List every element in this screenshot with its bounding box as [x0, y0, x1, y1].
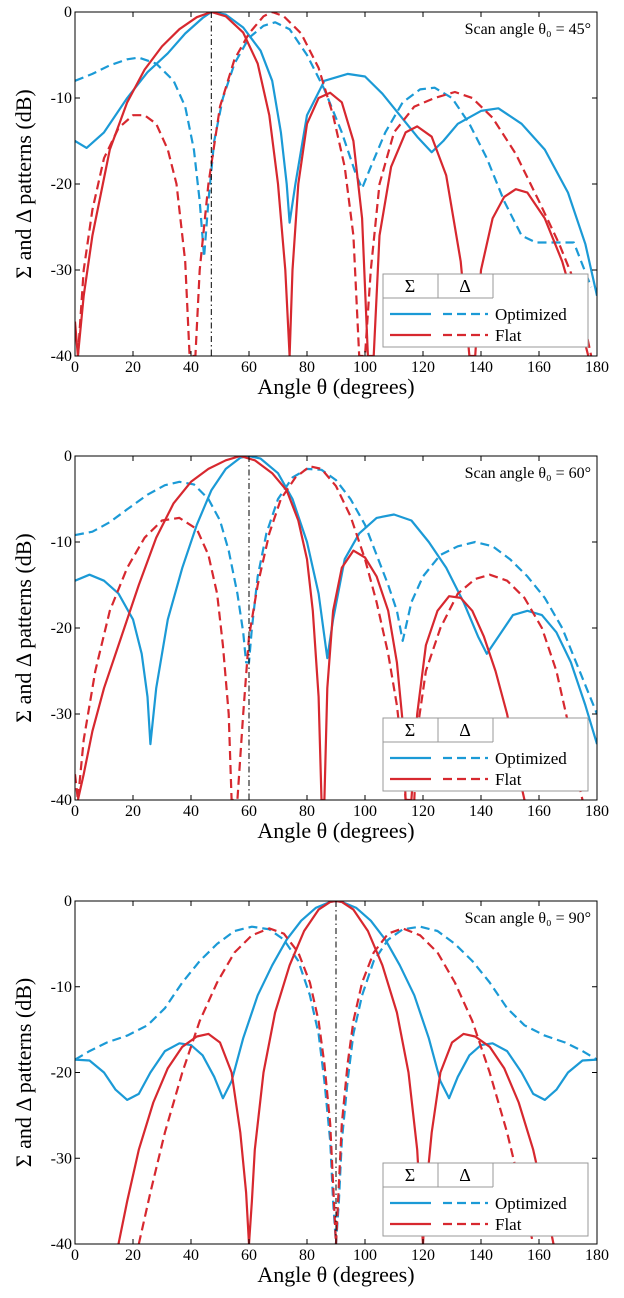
x-tick-label: 20 — [125, 1247, 141, 1264]
x-tick-label: 40 — [183, 803, 199, 820]
legend-delta-header: Δ — [459, 276, 471, 296]
x-tick-label: 100 — [353, 803, 377, 820]
x-tick-label: 80 — [299, 359, 315, 376]
chart-panel-1: 0 20 40 60 80 100 120 140 160 180 0 -10 -20 -30 -40 Ang… — [11, 4, 609, 399]
legend: Σ Δ Optimized Flat — [382, 273, 589, 348]
plot-area — [75, 12, 597, 356]
x-axis-label: Angle θ (degrees) — [257, 374, 414, 399]
chart-panel-2: 0 20 40 60 80 100 120 140 160 180 0 -10 -20 -30 -40 Ang… — [11, 448, 609, 843]
series-optimized-sigma-line — [75, 456, 597, 746]
y-tick-label: -30 — [51, 706, 72, 723]
legend: Σ Δ Optimized Flat — [382, 1162, 589, 1237]
y-tick-label: -40 — [51, 792, 72, 809]
x-tick-label: 60 — [241, 359, 257, 376]
legend-optimized-label: Optimized — [495, 305, 567, 324]
legend-delta-header: Δ — [459, 720, 471, 740]
series-flat-sigma-line — [117, 901, 555, 1244]
x-tick-label: 0 — [71, 359, 79, 376]
plot-area — [75, 901, 597, 1244]
x-tick-label: 60 — [241, 803, 257, 820]
x-tick-label: 140 — [469, 359, 493, 376]
series-flat-sigma-line — [76, 456, 526, 800]
series-flat-delta-line — [75, 465, 584, 800]
legend-optimized-label: Optimized — [495, 1194, 567, 1213]
y-tick-label: -20 — [51, 620, 72, 637]
legend: Σ Δ Optimized Flat — [382, 717, 589, 792]
y-tick-label: -30 — [51, 262, 72, 279]
legend-sigma-header: Σ — [405, 276, 415, 296]
x-tick-label: 120 — [411, 803, 435, 820]
legend-optimized-label: Optimized — [495, 749, 567, 768]
x-tick-label: 120 — [411, 1247, 435, 1264]
series-flat-sigma-line — [75, 12, 590, 356]
y-tick-label: -10 — [51, 979, 72, 996]
series-flat-delta-line — [137, 927, 535, 1244]
series-optimized-sigma-line — [75, 12, 597, 297]
x-axis-label: Angle θ (degrees) — [257, 818, 414, 843]
scan-angle-annotation: Scan angle θ₀ = 60° — [465, 465, 591, 482]
y-axis-label: Σ and Δ patterns (dB) — [11, 978, 36, 1167]
x-tick-label: 0 — [71, 803, 79, 820]
x-tick-label: 60 — [241, 1247, 257, 1264]
legend-flat-label: Flat — [495, 326, 522, 345]
chart-panel-3: 0 20 40 60 80 100 120 140 160 180 0 -10 -20 -30 -40 Ang… — [11, 893, 609, 1287]
x-tick-label: 140 — [469, 1247, 493, 1264]
x-tick-label: 80 — [299, 1247, 315, 1264]
x-tick-label: 40 — [183, 359, 199, 376]
x-tick-label: 40 — [183, 1247, 199, 1264]
y-axis-label: Σ and Δ patterns (dB) — [11, 89, 36, 278]
legend-flat-label: Flat — [495, 1215, 522, 1234]
x-tick-label: 0 — [71, 1247, 79, 1264]
x-tick-label: 20 — [125, 359, 141, 376]
legend-delta-header: Δ — [459, 1165, 471, 1185]
x-tick-label: 160 — [527, 803, 551, 820]
x-tick-label: 180 — [585, 803, 609, 820]
x-tick-label: 160 — [527, 359, 551, 376]
x-tick-label: 120 — [411, 359, 435, 376]
legend-flat-label: Flat — [495, 770, 522, 789]
x-tick-label: 80 — [299, 803, 315, 820]
y-tick-label: 0 — [64, 4, 72, 21]
series-optimized-delta-line — [75, 925, 597, 1244]
y-tick-label: 0 — [64, 893, 72, 910]
scan-angle-annotation: Scan angle θ₀ = 45° — [465, 21, 591, 38]
x-tick-label: 20 — [125, 803, 141, 820]
series-flat-delta-line — [76, 12, 593, 356]
y-tick-label: -20 — [51, 176, 72, 193]
y-tick-label: 0 — [64, 448, 72, 465]
legend-sigma-header: Σ — [405, 720, 415, 740]
y-tick-label: -10 — [51, 90, 72, 107]
series-optimized-sigma-line — [75, 901, 597, 1101]
y-tick-label: -40 — [51, 348, 72, 365]
plot-area — [75, 456, 597, 800]
y-tick-label: -10 — [51, 534, 72, 551]
y-tick-label: -30 — [51, 1150, 72, 1167]
series-optimized-delta-line — [75, 21, 593, 288]
x-tick-label: 140 — [469, 803, 493, 820]
x-tick-label: 100 — [353, 1247, 377, 1264]
legend-sigma-header: Σ — [405, 1165, 415, 1185]
x-tick-label: 160 — [527, 1247, 551, 1264]
y-tick-label: -40 — [51, 1236, 72, 1253]
scan-angle-annotation: Scan angle θ₀ = 90° — [465, 910, 591, 927]
x-tick-label: 180 — [585, 359, 609, 376]
y-axis-label: Σ and Δ patterns (dB) — [11, 533, 36, 722]
x-tick-label: 180 — [585, 1247, 609, 1264]
x-tick-label: 100 — [353, 359, 377, 376]
x-axis-label: Angle θ (degrees) — [257, 1262, 414, 1287]
y-tick-label: -20 — [51, 1065, 72, 1082]
